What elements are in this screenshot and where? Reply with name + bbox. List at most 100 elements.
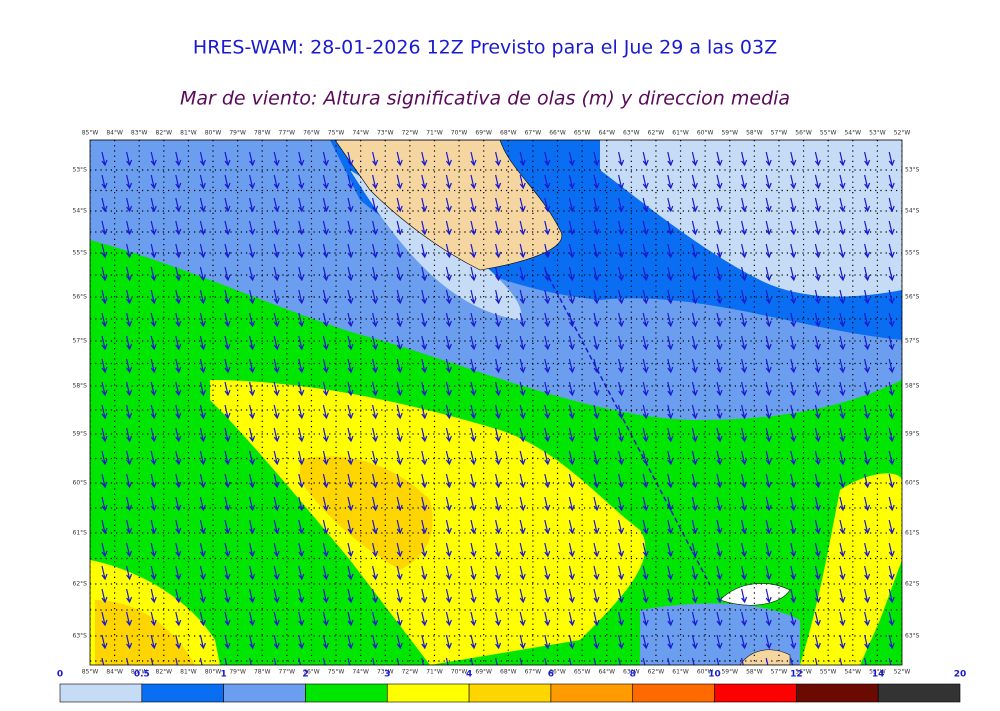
- wave-arrow: [445, 565, 452, 581]
- wave-arrow: [716, 634, 723, 650]
- wave-arrow: [224, 634, 231, 650]
- wave-arrow: [249, 381, 256, 397]
- lon-label: 58°W: [746, 669, 763, 676]
- lat-label: 53°S: [73, 167, 88, 174]
- wave-arrow: [126, 427, 133, 443]
- wave-arrow: [864, 565, 871, 581]
- wave-arrow: [150, 220, 157, 236]
- wave-arrow: [396, 542, 403, 558]
- wave-arrow: [150, 289, 157, 305]
- wave-arrow: [126, 197, 133, 213]
- lon-label: 60°W: [697, 130, 714, 137]
- wave-arrow: [445, 151, 452, 167]
- wave-arrow: [593, 404, 600, 420]
- wave-arrow: [347, 519, 354, 535]
- wave-arrow: [642, 473, 649, 489]
- wave-arrow: [716, 427, 723, 443]
- wave-arrow: [667, 519, 674, 535]
- wave-arrow: [249, 335, 256, 351]
- wave-arrow: [741, 519, 748, 535]
- lon-label: 67°W: [525, 130, 542, 137]
- lat-label: 59°S: [73, 431, 88, 438]
- colorbar-label: 1: [221, 670, 227, 680]
- wave-arrow: [421, 542, 428, 558]
- wave-arrow: [888, 266, 895, 282]
- wave-arrow: [814, 611, 821, 627]
- wave-arrow: [126, 312, 133, 328]
- wave-arrow: [101, 289, 108, 305]
- wave-arrow: [199, 381, 206, 397]
- wave-arrow: [445, 335, 452, 351]
- wave-arrow: [642, 404, 649, 420]
- wave-arrow: [322, 197, 329, 213]
- wave-arrow: [667, 197, 674, 213]
- wave-arrow: [741, 197, 748, 213]
- lat-label: 58°S: [905, 383, 920, 390]
- wave-arrow: [642, 289, 649, 305]
- wave-arrow: [150, 588, 157, 604]
- wave-arrow: [470, 565, 477, 581]
- wave-arrow: [864, 335, 871, 351]
- wave-arrow: [495, 611, 502, 627]
- lon-label: 69°W: [475, 130, 492, 137]
- lat-label: 62°S: [905, 581, 920, 588]
- wave-arrow: [322, 473, 329, 489]
- wave-arrow: [126, 565, 133, 581]
- wave-arrow: [249, 266, 256, 282]
- wave-arrow: [322, 496, 329, 512]
- wave-arrow: [765, 450, 772, 466]
- wave-arrow: [199, 588, 206, 604]
- wave-arrow: [273, 174, 280, 190]
- wave-arrow: [249, 220, 256, 236]
- wave-arrow: [544, 657, 548, 665]
- wave-arrow: [445, 542, 452, 558]
- wave-arrow: [372, 197, 379, 213]
- lon-label: 69°W: [475, 669, 492, 676]
- wave-arrow: [495, 174, 502, 190]
- wave-arrow: [642, 312, 649, 328]
- wave-arrow: [618, 542, 625, 558]
- wave-arrow: [716, 381, 723, 397]
- colorbar-label: 8: [630, 670, 636, 680]
- wave-arrow: [618, 496, 625, 512]
- wave-arrow: [224, 174, 231, 190]
- wave-arrow: [421, 496, 428, 512]
- wave-arrow: [199, 611, 206, 627]
- wave-arrow: [790, 289, 797, 305]
- wave-arrow: [888, 634, 895, 650]
- colorbar-label: 6: [548, 670, 554, 680]
- wave-arrow: [298, 565, 305, 581]
- wave-arrow: [298, 404, 305, 420]
- wave-arrow: [322, 611, 329, 627]
- wave-arrow: [249, 657, 252, 665]
- wave-arrow: [716, 266, 723, 282]
- wave-arrow: [421, 151, 428, 167]
- wave-arrow: [716, 174, 723, 190]
- lon-label: 62°W: [648, 130, 665, 137]
- lon-label: 58°W: [746, 130, 763, 137]
- wave-arrow: [273, 611, 280, 627]
- wave-arrow: [175, 243, 182, 259]
- wave-arrow: [839, 611, 846, 627]
- wave-arrow: [249, 197, 256, 213]
- wave-arrow: [273, 404, 280, 420]
- wave-arrow: [298, 335, 305, 351]
- wave-arrow: [101, 151, 108, 167]
- wave-arrow: [249, 542, 256, 558]
- wave-arrow: [445, 312, 452, 328]
- lon-label: 54°W: [844, 669, 861, 676]
- wave-arrow: [667, 404, 674, 420]
- wave-arrow: [396, 197, 403, 213]
- wave-arrow: [814, 519, 821, 535]
- wave-arrow: [741, 312, 748, 328]
- wave-arrow: [273, 588, 280, 604]
- wave-arrow: [101, 243, 108, 259]
- wave-arrow: [470, 358, 477, 374]
- wave-arrow: [224, 519, 231, 535]
- wave-arrow: [691, 611, 698, 627]
- lon-label: 55°W: [820, 669, 837, 676]
- wave-arrow: [864, 519, 871, 535]
- wave-arrow: [568, 450, 575, 466]
- wave-arrow: [421, 243, 428, 259]
- wave-arrow: [741, 358, 748, 374]
